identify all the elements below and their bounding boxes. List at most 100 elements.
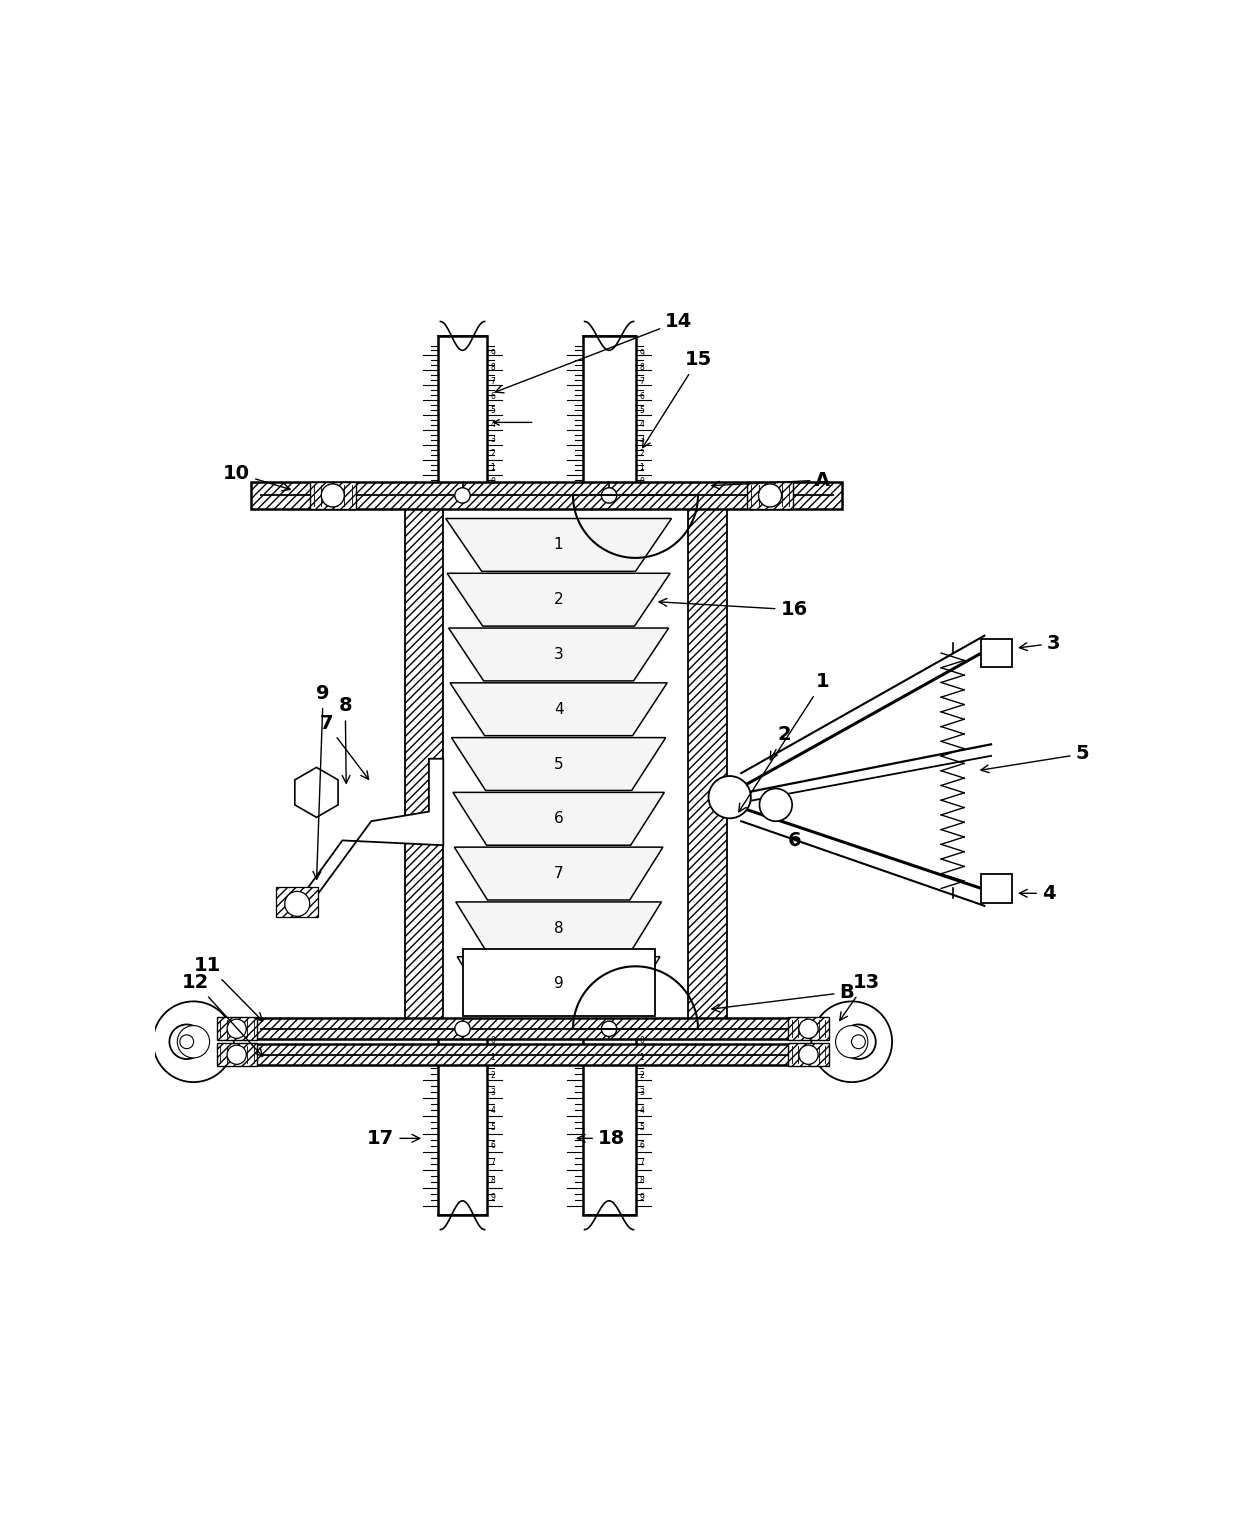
Polygon shape bbox=[688, 504, 727, 1023]
Circle shape bbox=[153, 1001, 234, 1082]
Text: 13: 13 bbox=[839, 974, 879, 1021]
Polygon shape bbox=[295, 767, 339, 818]
Polygon shape bbox=[583, 1023, 635, 1216]
Polygon shape bbox=[250, 1044, 842, 1066]
Text: 9: 9 bbox=[490, 349, 495, 358]
Circle shape bbox=[180, 1035, 193, 1049]
Text: 9: 9 bbox=[312, 684, 330, 879]
Polygon shape bbox=[453, 793, 665, 845]
Circle shape bbox=[455, 1021, 470, 1036]
Text: 0: 0 bbox=[640, 478, 645, 487]
Text: 8: 8 bbox=[490, 363, 495, 372]
Text: 0: 0 bbox=[490, 478, 495, 487]
Circle shape bbox=[799, 1046, 818, 1064]
Text: 17: 17 bbox=[367, 1128, 420, 1148]
Circle shape bbox=[708, 776, 751, 819]
Text: 2: 2 bbox=[770, 726, 791, 759]
Polygon shape bbox=[458, 957, 660, 1009]
Text: 1: 1 bbox=[490, 464, 495, 472]
Text: 4: 4 bbox=[490, 419, 495, 429]
Circle shape bbox=[227, 1020, 247, 1038]
Text: 2: 2 bbox=[640, 1070, 644, 1079]
Circle shape bbox=[759, 788, 792, 821]
Circle shape bbox=[227, 1046, 247, 1064]
Text: 1: 1 bbox=[554, 537, 563, 553]
Circle shape bbox=[852, 1035, 866, 1049]
Text: 6: 6 bbox=[787, 831, 801, 850]
Text: 3: 3 bbox=[640, 435, 645, 444]
Text: 7: 7 bbox=[554, 867, 563, 880]
Circle shape bbox=[799, 1020, 818, 1038]
Polygon shape bbox=[445, 519, 672, 571]
Text: 0: 0 bbox=[640, 1036, 645, 1044]
Circle shape bbox=[841, 1024, 875, 1059]
Polygon shape bbox=[454, 847, 663, 900]
Text: 3: 3 bbox=[554, 648, 563, 661]
Polygon shape bbox=[448, 573, 670, 626]
Circle shape bbox=[759, 484, 781, 507]
Text: 10: 10 bbox=[223, 464, 290, 491]
Text: 6: 6 bbox=[640, 392, 645, 401]
Polygon shape bbox=[310, 482, 356, 508]
Polygon shape bbox=[982, 638, 1012, 668]
Text: 3: 3 bbox=[490, 1089, 495, 1098]
Text: 15: 15 bbox=[642, 351, 712, 447]
Text: 4: 4 bbox=[490, 1105, 495, 1115]
Text: 4: 4 bbox=[1019, 883, 1055, 903]
Polygon shape bbox=[439, 1023, 486, 1216]
Text: 4: 4 bbox=[554, 701, 563, 717]
Text: 5: 5 bbox=[490, 406, 495, 415]
Text: 4: 4 bbox=[640, 1105, 645, 1115]
Circle shape bbox=[836, 1026, 868, 1058]
Text: 0: 0 bbox=[490, 1036, 495, 1044]
Text: 6: 6 bbox=[490, 1141, 495, 1150]
Text: 9: 9 bbox=[554, 975, 563, 991]
Text: 1: 1 bbox=[640, 464, 644, 472]
Circle shape bbox=[321, 484, 345, 507]
Text: 7: 7 bbox=[640, 377, 645, 386]
Text: 3: 3 bbox=[490, 435, 495, 444]
Text: 6: 6 bbox=[554, 811, 563, 827]
Text: 6: 6 bbox=[490, 392, 495, 401]
Polygon shape bbox=[746, 482, 794, 508]
Text: 7: 7 bbox=[490, 377, 495, 386]
Text: 8: 8 bbox=[640, 1176, 644, 1185]
Polygon shape bbox=[439, 335, 486, 499]
Polygon shape bbox=[463, 949, 655, 1017]
Text: 2: 2 bbox=[490, 449, 495, 458]
Circle shape bbox=[601, 488, 616, 504]
Text: 4: 4 bbox=[640, 419, 645, 429]
Circle shape bbox=[601, 1021, 616, 1036]
Text: 3: 3 bbox=[640, 1089, 645, 1098]
Text: 14: 14 bbox=[496, 312, 692, 393]
Text: A: A bbox=[712, 470, 831, 490]
Text: 6: 6 bbox=[640, 1141, 645, 1150]
Polygon shape bbox=[217, 1017, 257, 1040]
Text: 3: 3 bbox=[1019, 634, 1060, 652]
Polygon shape bbox=[583, 335, 635, 499]
Text: 8: 8 bbox=[640, 363, 644, 372]
Polygon shape bbox=[450, 683, 667, 736]
Circle shape bbox=[177, 1026, 210, 1058]
Circle shape bbox=[455, 488, 470, 504]
Polygon shape bbox=[449, 628, 668, 681]
Text: 5: 5 bbox=[640, 1124, 645, 1133]
Text: 5: 5 bbox=[554, 756, 563, 772]
Text: 5: 5 bbox=[640, 406, 645, 415]
Circle shape bbox=[811, 1001, 892, 1082]
Text: 8: 8 bbox=[490, 1176, 495, 1185]
Text: B: B bbox=[712, 983, 854, 1012]
Text: 1: 1 bbox=[739, 672, 830, 811]
Polygon shape bbox=[217, 1043, 257, 1066]
Text: 5: 5 bbox=[490, 1124, 495, 1133]
Polygon shape bbox=[250, 482, 842, 508]
Text: 5: 5 bbox=[981, 744, 1089, 773]
Polygon shape bbox=[451, 738, 666, 790]
Text: 9: 9 bbox=[490, 1194, 495, 1202]
Polygon shape bbox=[304, 759, 444, 893]
Text: 7: 7 bbox=[490, 1159, 495, 1168]
Text: 2: 2 bbox=[554, 592, 563, 608]
Text: 1: 1 bbox=[640, 1053, 644, 1063]
Text: 2: 2 bbox=[490, 1070, 495, 1079]
Text: 1: 1 bbox=[490, 1053, 495, 1063]
